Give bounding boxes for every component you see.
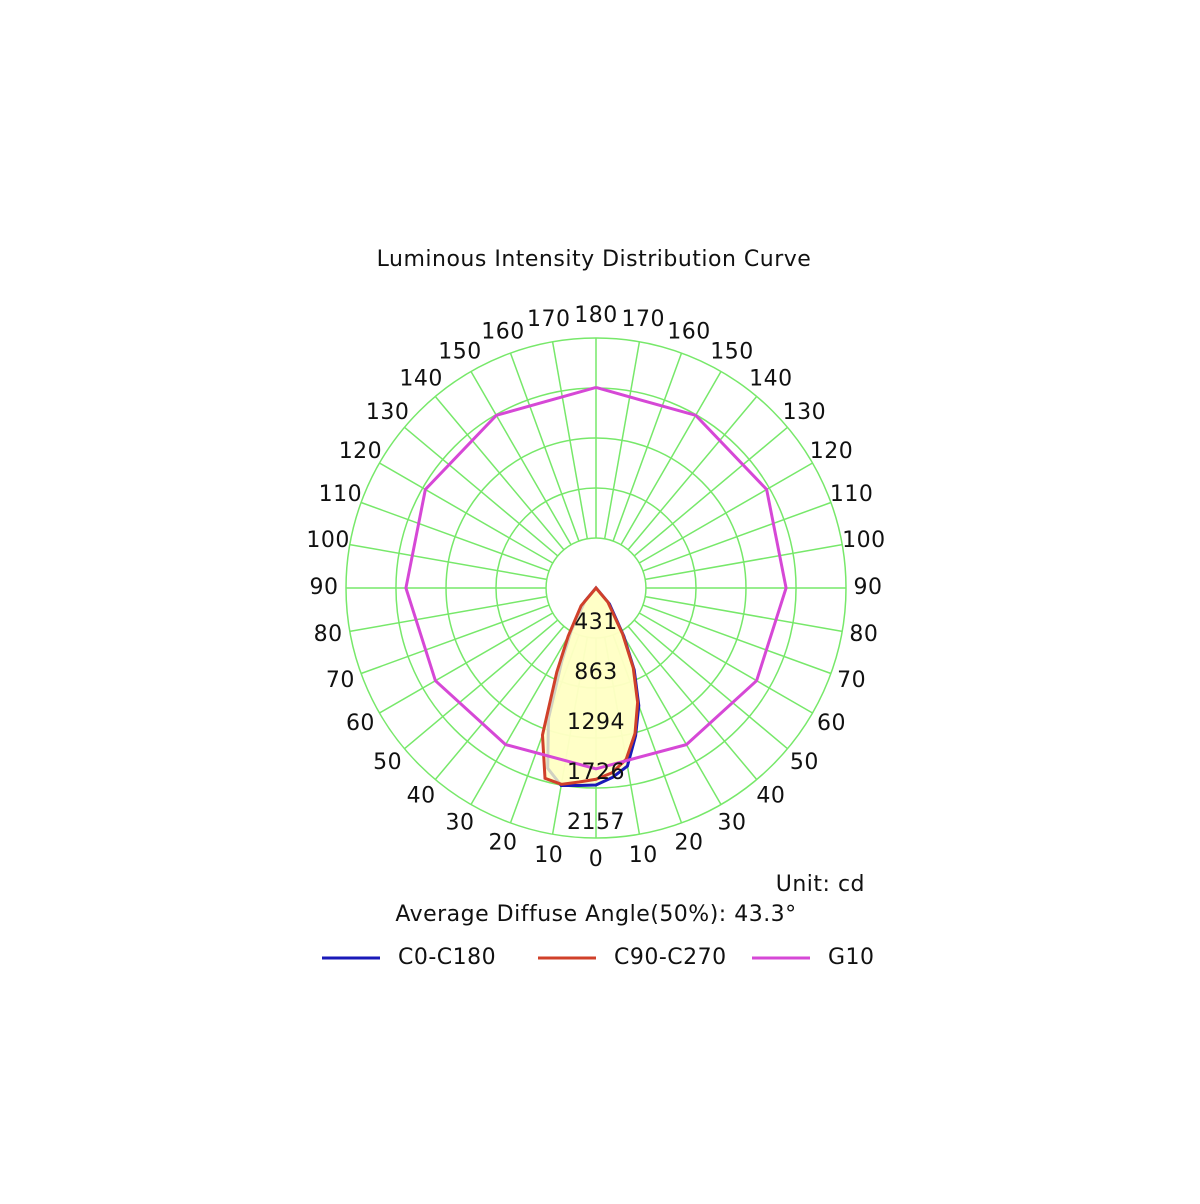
- angle-tick-label: 110: [319, 482, 363, 507]
- angle-tick-label: 70: [837, 668, 866, 693]
- angle-tick-label: 120: [339, 439, 383, 464]
- angle-tick-label: 100: [306, 528, 350, 553]
- angle-tick-label: 150: [710, 339, 754, 364]
- angle-tick-label: 80: [314, 622, 343, 647]
- legend-label: G10: [828, 945, 875, 970]
- r-tick-label: 1726: [567, 760, 625, 785]
- angle-tick-label: 90: [854, 575, 883, 600]
- unit-label: Unit: cd: [776, 872, 865, 897]
- series-line: [404, 386, 788, 771]
- series-line: [540, 585, 640, 786]
- r-tick-label: 431: [574, 610, 618, 635]
- angle-tick-label: 170: [527, 307, 571, 332]
- angle-tick-label: 10: [534, 843, 563, 868]
- angle-tick-label: 180: [574, 303, 618, 328]
- r-tick-label: 2157: [567, 810, 625, 835]
- angle-tick-label: 170: [621, 307, 665, 332]
- angle-tick-label: 100: [842, 528, 886, 553]
- angle-tick-label: 10: [629, 843, 658, 868]
- annotation: Average Diffuse Angle(50%): 43.3°: [395, 902, 796, 927]
- angle-tick-label: 70: [326, 668, 355, 693]
- grid-ring: [345, 337, 847, 839]
- angle-tick-label: 130: [783, 400, 827, 425]
- angle-tick-label: 50: [790, 750, 819, 775]
- angle-tick-label: 160: [481, 319, 525, 344]
- legend-label: C90-C270: [614, 945, 727, 970]
- angle-tick-label: 80: [849, 622, 878, 647]
- angle-tick-label: 140: [399, 367, 443, 392]
- angle-tick-label: 140: [749, 367, 793, 392]
- angle-tick-label: 0: [589, 847, 604, 872]
- angle-tick-label: 50: [373, 750, 402, 775]
- angle-tick-label: 60: [346, 711, 375, 736]
- r-tick-label: 1294: [567, 710, 625, 735]
- angle-tick-label: 90: [310, 575, 339, 600]
- angle-tick-label: 130: [366, 400, 410, 425]
- angle-tick-label: 40: [407, 783, 436, 808]
- angle-tick-label: 30: [718, 811, 747, 836]
- angle-tick-label: 150: [438, 339, 482, 364]
- legend-label: C0-C180: [398, 945, 496, 970]
- angle-tick-label: 110: [830, 482, 874, 507]
- angle-tick-label: 60: [817, 711, 846, 736]
- angle-tick-label: 160: [667, 319, 711, 344]
- angle-tick-label: 120: [810, 439, 854, 464]
- angle-tick-label: 30: [446, 811, 475, 836]
- angle-tick-label: 20: [488, 831, 517, 856]
- r-tick-label: 863: [574, 660, 618, 685]
- angle-tick-label: 20: [675, 831, 704, 856]
- chart-title: Luminous Intensity Distribution Curve: [377, 247, 812, 272]
- angle-tick-label: 40: [756, 783, 785, 808]
